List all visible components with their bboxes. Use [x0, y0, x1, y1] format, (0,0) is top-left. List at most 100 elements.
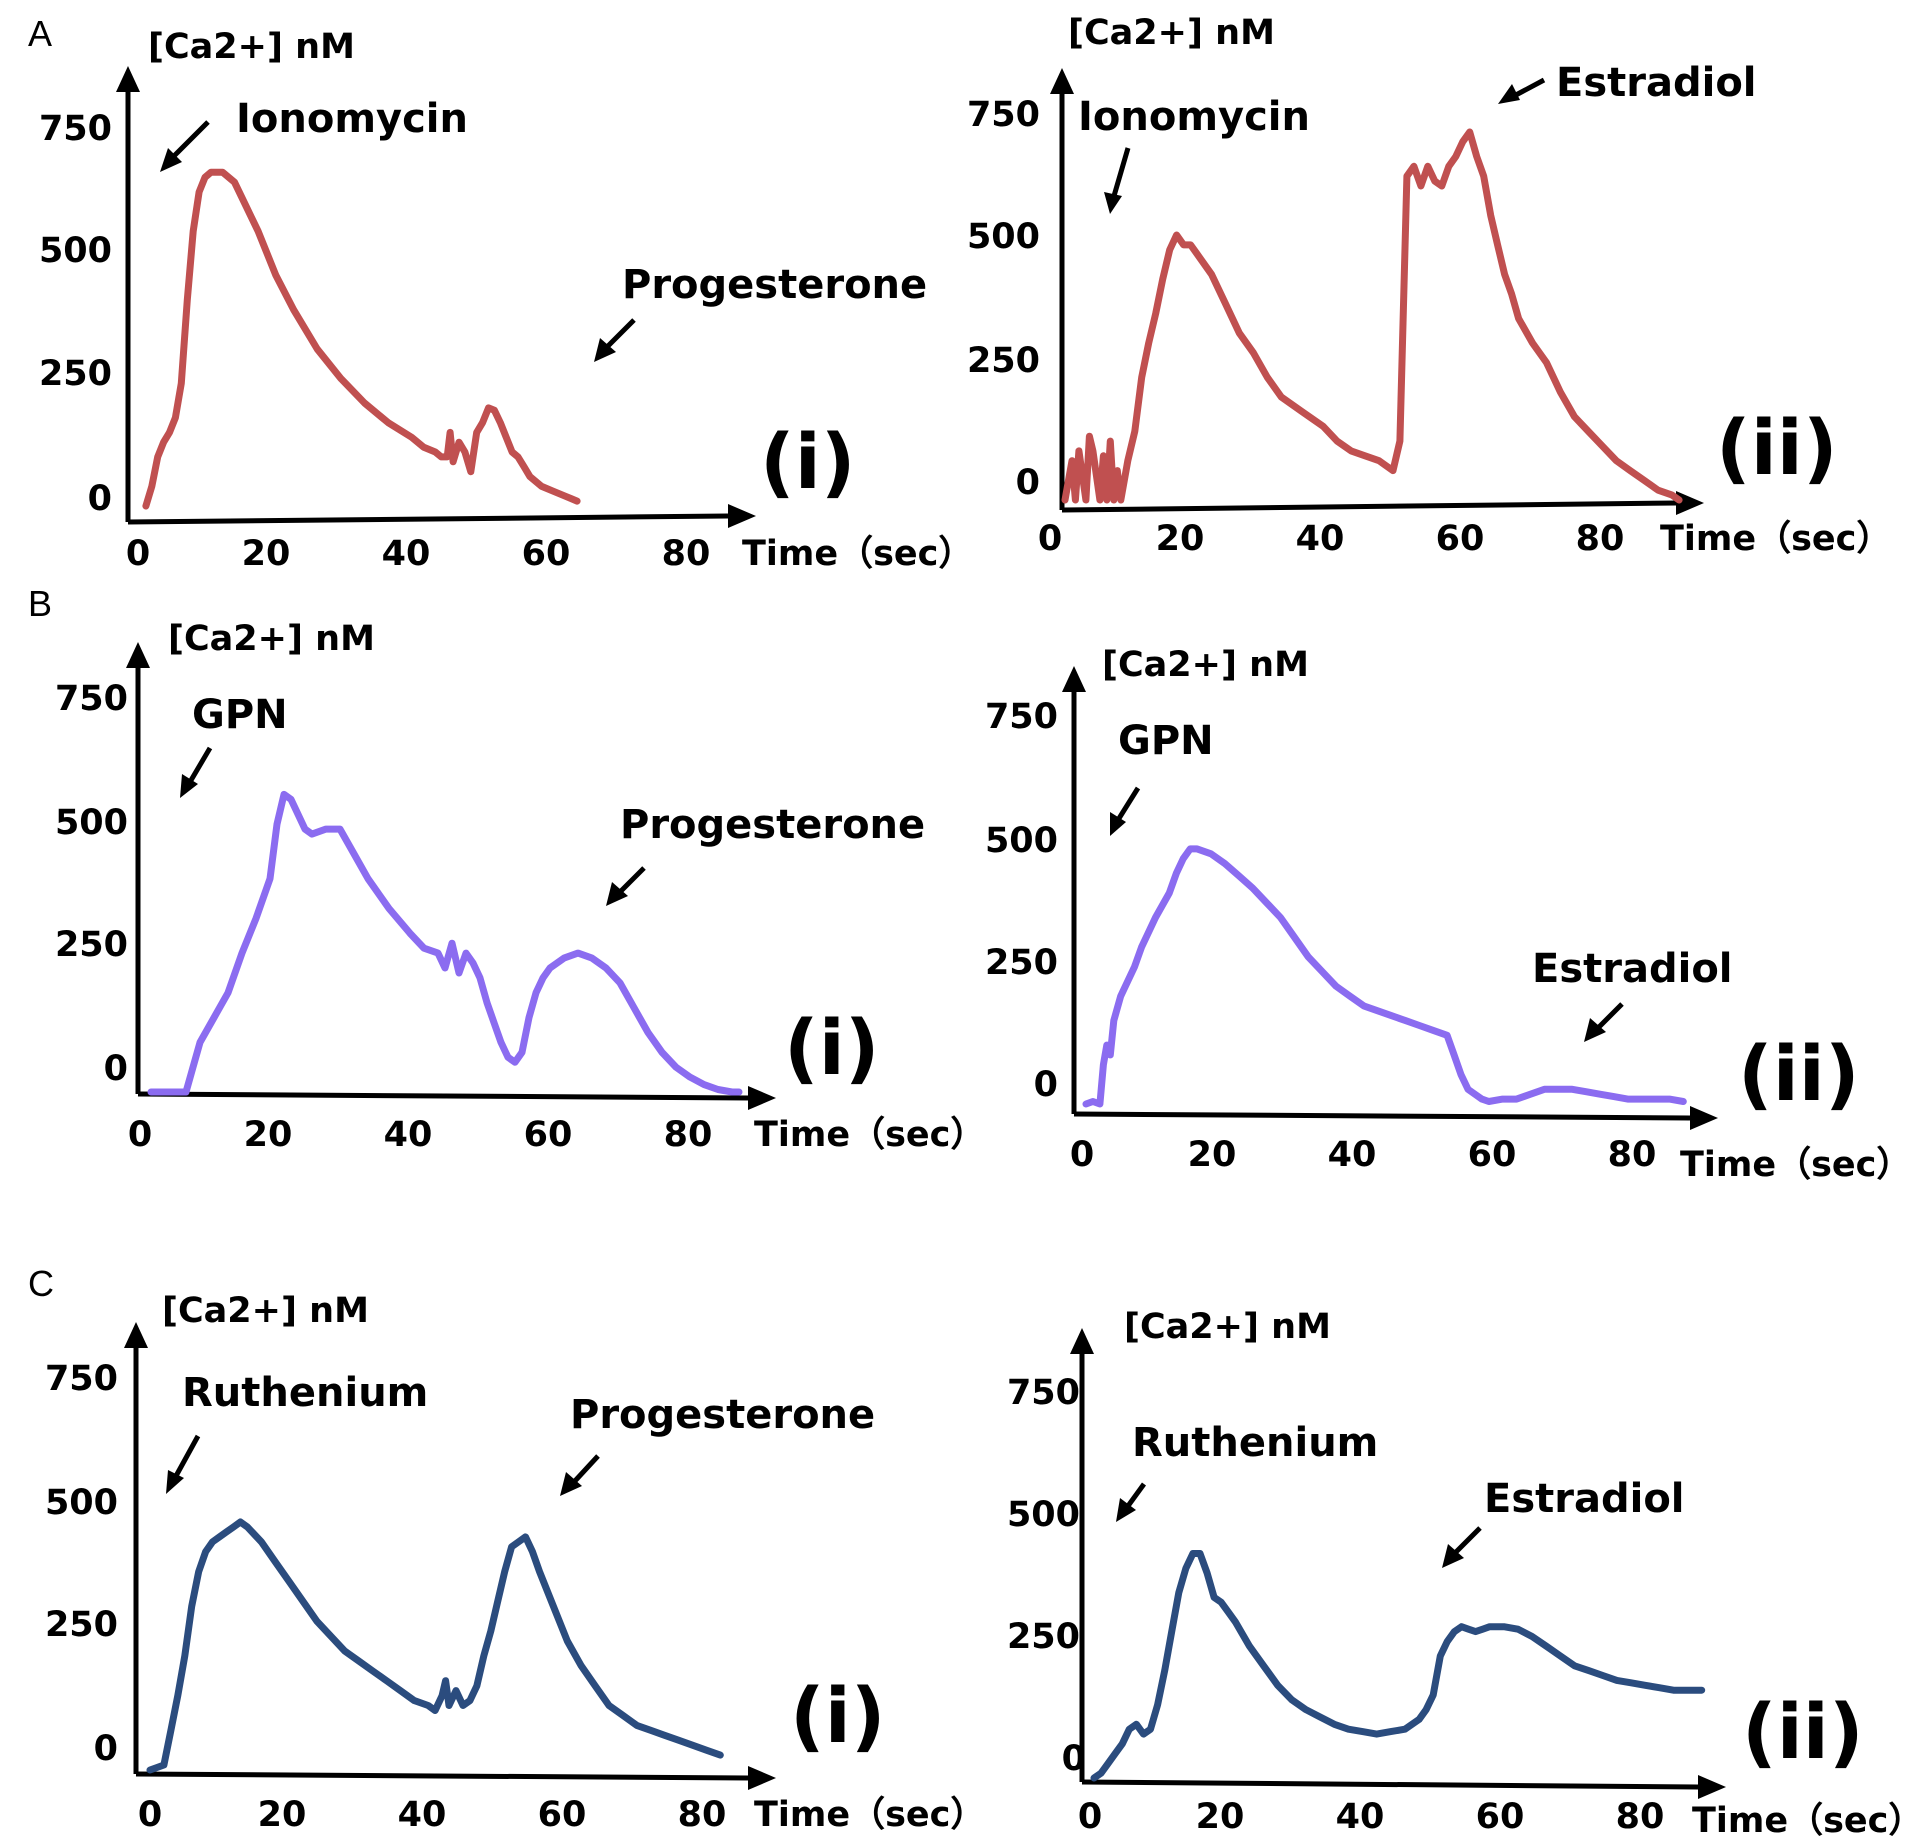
x-tick-label: 20 — [244, 1115, 293, 1155]
x-tick-label: 0 — [138, 1795, 162, 1835]
y-tick-label: 250 — [967, 341, 1040, 381]
y-axis-label: [Ca2+] nM — [1124, 1307, 1331, 1347]
panel-c-i: C [Ca2+] nM Time（sec） 0 250 500 750 0 20… — [28, 1263, 985, 1835]
x-tick-labels: 0 20 40 60 80 — [138, 1795, 727, 1835]
annotation-arrow — [1512, 77, 1546, 99]
y-tick-label: 250 — [1007, 1617, 1080, 1657]
data-series-line — [146, 1518, 724, 1774]
y-axis-arrowhead — [1062, 666, 1086, 692]
y-tick-label: 750 — [967, 95, 1040, 135]
y-axis-arrowhead — [126, 642, 150, 668]
x-axis — [135, 1766, 776, 1790]
x-tick-label: 80 — [1608, 1135, 1657, 1175]
x-tick-label: 40 — [1328, 1135, 1377, 1175]
x-tick-label: 0 — [1038, 519, 1062, 559]
y-tick-label: 500 — [55, 803, 128, 843]
annotation-progesterone: Progesterone — [622, 262, 927, 308]
x-tick-label: 80 — [664, 1115, 713, 1155]
x-axis-arrowhead — [1698, 1775, 1726, 1799]
panel-a-ii: [Ca2+] nM Time（sec） 0 250 500 750 0 20 4… — [967, 13, 1891, 559]
y-tick-label: 0 — [104, 1049, 128, 1089]
y-axis-label: [Ca2+] nM — [1068, 13, 1275, 53]
annotation-arrow — [1596, 1002, 1624, 1030]
x-axis-arrowhead — [1690, 1106, 1718, 1130]
y-axis-label: [Ca2+] nM — [168, 619, 375, 659]
annotation-arrowhead — [1104, 192, 1122, 214]
x-tick-labels: 0 20 40 60 80 — [128, 1115, 713, 1155]
data-series-line — [142, 168, 581, 510]
panel-sublabel: (i) — [784, 1003, 880, 1092]
annotation-arrow — [170, 120, 210, 160]
x-axis-line — [1081, 1779, 1699, 1790]
annotation-arrowhead — [594, 338, 616, 362]
panel-sublabel: (ii) — [1738, 1029, 1860, 1118]
y-axis — [126, 642, 150, 1094]
y-axis — [116, 66, 140, 522]
annotation-ruthenium: Ruthenium — [1132, 1420, 1378, 1466]
annotation-ionomycin: Ionomycin — [236, 96, 468, 142]
x-axis-arrowhead — [1676, 491, 1704, 515]
y-tick-label: 0 — [1062, 1739, 1086, 1779]
x-axis-arrowhead — [728, 504, 756, 528]
annotation-arrow — [618, 866, 646, 894]
y-tick-label: 500 — [45, 1483, 118, 1523]
panel-b-i: B [Ca2+] nM Time（sec） 0 250 500 750 0 20… — [28, 583, 985, 1155]
annotation-gpn: GPN — [192, 692, 288, 738]
annotation-gpn: GPN — [1118, 718, 1214, 764]
annotation-estradiol: Estradiol — [1532, 946, 1733, 992]
x-axis-label: Time（sec） — [754, 1115, 985, 1155]
x-axis — [127, 504, 756, 528]
y-tick-label: 250 — [985, 943, 1058, 983]
x-tick-label: 0 — [126, 534, 150, 574]
x-axis — [1061, 491, 1704, 515]
y-tick-labels: 0 250 500 750 — [1007, 1373, 1086, 1779]
x-tick-labels: 0 20 40 60 80 — [1038, 519, 1625, 559]
panel-sublabel: (i) — [790, 1671, 886, 1760]
panel-sublabel: (i) — [760, 417, 856, 506]
x-tick-label: 20 — [258, 1795, 307, 1835]
panel-sublabel: (ii) — [1742, 1687, 1864, 1776]
y-tick-label: 0 — [1034, 1065, 1058, 1105]
panel-a-i: A [Ca2+] nM Time（sec） 0 250 500 750 0 20… — [28, 13, 973, 574]
y-tick-labels: 0 250 500 750 — [39, 109, 112, 519]
x-tick-label: 40 — [1296, 519, 1345, 559]
x-tick-label: 20 — [1188, 1135, 1237, 1175]
x-axis-label: Time（sec） — [1692, 1801, 1907, 1841]
x-tick-label: 60 — [1436, 519, 1485, 559]
annotation-arrowhead — [166, 1470, 184, 1494]
x-axis-label: Time（sec） — [742, 534, 973, 574]
x-tick-label: 20 — [242, 534, 291, 574]
x-axis — [1081, 1775, 1726, 1799]
x-axis-label: Time（sec） — [754, 1795, 985, 1835]
y-axis-arrowhead — [124, 1322, 148, 1348]
annotation-arrow — [173, 1434, 201, 1478]
x-tick-label: 80 — [662, 534, 711, 574]
y-tick-label: 750 — [985, 697, 1058, 737]
data-series-line — [1061, 128, 1683, 504]
x-tick-label: 0 — [1070, 1135, 1094, 1175]
x-tick-label: 80 — [1616, 1797, 1665, 1837]
annotation-arrowhead — [1498, 84, 1520, 104]
y-axis-label: [Ca2+] nM — [1102, 645, 1309, 685]
annotation-arrowhead — [560, 1472, 582, 1496]
y-axis-arrowhead — [1070, 1328, 1094, 1354]
annotation-progesterone: Progesterone — [570, 1392, 875, 1438]
y-axis-arrowhead — [116, 66, 140, 92]
x-tick-label: 40 — [382, 534, 431, 574]
panel-sublabel: (ii) — [1716, 403, 1838, 492]
annotation-ruthenium: Ruthenium — [182, 1370, 428, 1416]
annotation-progesterone: Progesterone — [620, 802, 925, 848]
y-tick-label: 500 — [967, 217, 1040, 257]
panel-letter-b: B — [28, 583, 52, 624]
y-axis-arrowhead — [1050, 68, 1074, 94]
annotation-arrow — [604, 318, 636, 350]
annotation-arrowhead — [1110, 812, 1126, 836]
y-tick-label: 750 — [39, 109, 112, 149]
annotation-estradiol: Estradiol — [1556, 60, 1757, 106]
x-tick-label: 60 — [524, 1115, 573, 1155]
y-tick-label: 250 — [39, 354, 112, 394]
x-tick-label: 60 — [1468, 1135, 1517, 1175]
annotation-arrowhead — [1442, 1544, 1464, 1568]
x-axis-line — [1073, 1111, 1691, 1121]
